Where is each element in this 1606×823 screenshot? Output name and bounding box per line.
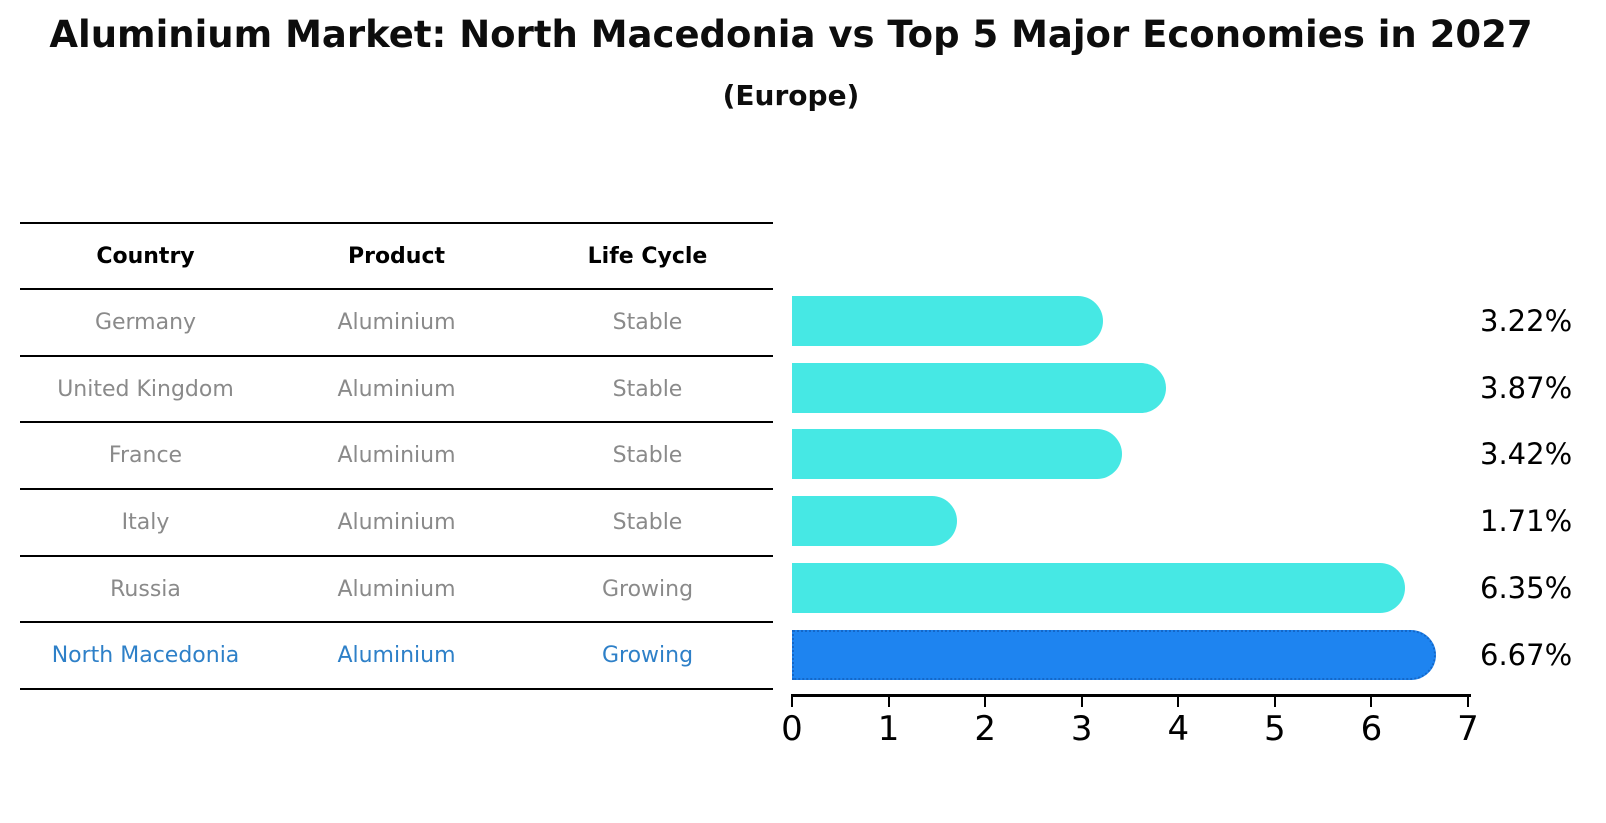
table-header-row: Country Product Life Cycle	[20, 222, 773, 290]
table-row: Germany Aluminium Stable	[20, 290, 773, 357]
cell-life-cycle: Stable	[612, 309, 683, 335]
cell-life-cycle: Stable	[612, 376, 683, 402]
bar-united-kingdom	[792, 362, 1166, 413]
bar-chart-plot: 3.22% 3.87% 3.42% 1.71% 6.35% 6.67% 0 1 2 3 4 5 6 7	[781, 288, 1572, 749]
cell-life-cycle: Growing	[601, 643, 694, 669]
table-row: North Macedonia Aluminium Growing	[20, 623, 773, 691]
cell-product: Aluminium	[337, 643, 456, 669]
x-axis-tick	[1080, 697, 1083, 707]
cell-country: United Kingdom	[57, 376, 234, 402]
comparison-table: Country Product Life Cycle Germany Alumin…	[20, 222, 773, 691]
table-row: Russia Aluminium Growing	[20, 557, 773, 624]
cell-country: Italy	[121, 509, 170, 535]
x-axis-tick	[1370, 697, 1373, 707]
value-label-italy: 1.71%	[1480, 504, 1573, 539]
value-label-germany: 3.22%	[1480, 304, 1573, 338]
x-axis-tick-label: 7	[1457, 709, 1479, 749]
chart-title: Aluminium Market: North Macedonia vs Top…	[49, 13, 1533, 56]
cell-product: Aluminium	[337, 509, 456, 535]
table-row: France Aluminium Stable	[20, 423, 773, 491]
chart-subtitle: (Europe)	[722, 79, 860, 112]
value-label-north-macedonia: 6.67%	[1480, 637, 1573, 672]
cell-product: Aluminium	[337, 376, 456, 402]
value-label-russia: 6.35%	[1480, 570, 1573, 605]
table-body: Germany Aluminium Stable United Kingdom Alum…	[20, 290, 773, 691]
cell-country: Russia	[110, 576, 181, 602]
table-row: Italy Aluminium Stable	[20, 490, 773, 557]
header-cell-country: Country	[96, 243, 195, 269]
x-axis-tick	[1467, 697, 1469, 707]
cell-product: Aluminium	[337, 309, 456, 335]
x-axis-tick-label: 3	[1070, 709, 1093, 749]
cell-product: Aluminium	[337, 576, 456, 602]
value-label-united-kingdom: 3.87%	[1480, 370, 1573, 405]
cell-product: Aluminium	[337, 443, 456, 469]
x-axis-tick-label: 0	[781, 709, 803, 749]
cell-country: Germany	[94, 309, 197, 335]
bar-russia	[792, 562, 1406, 613]
x-axis-tick	[984, 697, 987, 707]
cell-country: France	[108, 443, 183, 469]
cell-life-cycle: Stable	[612, 443, 683, 469]
bar-france	[792, 429, 1123, 480]
x-axis-tick-label: 6	[1360, 709, 1383, 749]
header-cell-life-cycle: Life Cycle	[587, 243, 708, 269]
x-axis-line	[791, 694, 1471, 697]
x-axis-tick	[1273, 697, 1276, 707]
x-axis-tick-label: 1	[877, 709, 900, 749]
cell-life-cycle: Stable	[612, 509, 683, 535]
x-axis-tick	[791, 697, 793, 707]
cell-life-cycle: Growing	[601, 576, 694, 602]
bar-germany	[792, 296, 1103, 346]
x-axis-tick	[887, 697, 890, 707]
cell-country: North Macedonia	[51, 643, 240, 669]
bar-italy	[792, 496, 958, 547]
x-axis-tick-label: 4	[1167, 709, 1190, 749]
table-row: United Kingdom Aluminium Stable	[20, 357, 773, 424]
value-label-france: 3.42%	[1480, 437, 1573, 472]
header-cell-product: Product	[347, 243, 446, 269]
x-axis-tick-label: 2	[974, 709, 996, 749]
x-axis-tick-label: 5	[1264, 709, 1286, 749]
x-axis-tick	[1177, 697, 1180, 707]
bar-north-macedonia	[792, 629, 1437, 680]
